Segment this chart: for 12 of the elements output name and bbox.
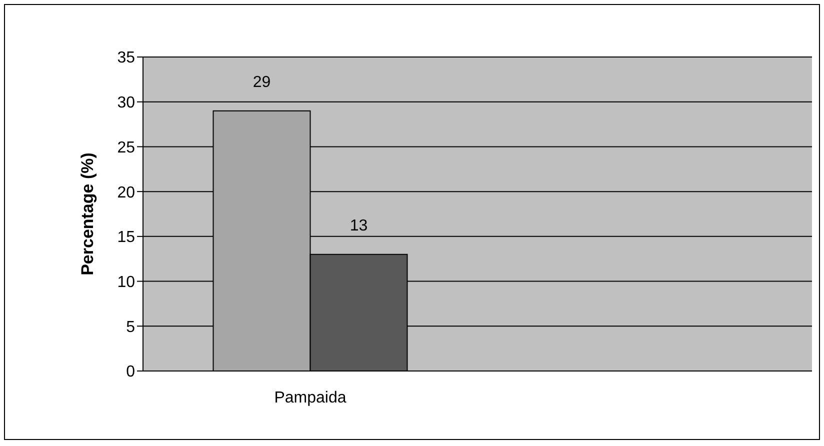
y-tick-label: 35 bbox=[117, 50, 136, 67]
data-label: 13 bbox=[350, 217, 368, 234]
data-label: 29 bbox=[252, 74, 271, 91]
y-tick-label: 20 bbox=[117, 184, 136, 202]
y-tick-label: 25 bbox=[117, 139, 136, 156]
x-tick-label: Pampaida bbox=[274, 389, 346, 406]
y-axis-title: Percentage (%) bbox=[78, 152, 98, 276]
y-tick-label: 0 bbox=[126, 364, 136, 381]
y-tick-label: 30 bbox=[117, 94, 136, 112]
y-tick-label: 15 bbox=[117, 229, 136, 246]
y-tick-label: 10 bbox=[117, 274, 136, 291]
y-tick-label: 5 bbox=[126, 318, 136, 336]
